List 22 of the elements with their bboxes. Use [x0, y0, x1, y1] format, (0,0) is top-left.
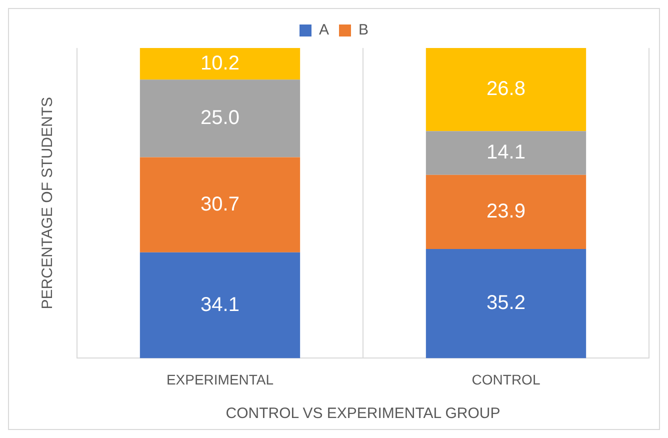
data-label: 26.8 — [486, 78, 526, 100]
x-tick-label: EXPERIMENTAL — [166, 371, 274, 388]
bar — [140, 252, 300, 358]
bar — [140, 48, 300, 80]
data-label: 25.0 — [200, 106, 240, 129]
x-tick-label: CONTROL — [472, 371, 540, 388]
bar — [426, 174, 586, 250]
x-axis-title: CONTROL VS EXPERIMENTAL GROUP — [226, 405, 500, 422]
data-label: 30.7 — [200, 193, 240, 216]
data-label: 23.9 — [486, 200, 526, 222]
bar — [140, 80, 300, 158]
data-label: 14.1 — [486, 142, 526, 164]
data-label: 35.2 — [486, 292, 526, 314]
bar — [426, 249, 586, 358]
y-axis-title: PERCENTAGE OF STUDENTS — [39, 96, 56, 310]
data-label: 34.1 — [200, 294, 240, 316]
bar — [426, 48, 586, 132]
bar — [140, 157, 300, 252]
data-label: 10.2 — [200, 52, 240, 74]
bar — [426, 131, 586, 175]
legend-label: B — [358, 22, 369, 39]
legend-label: A — [318, 22, 330, 39]
